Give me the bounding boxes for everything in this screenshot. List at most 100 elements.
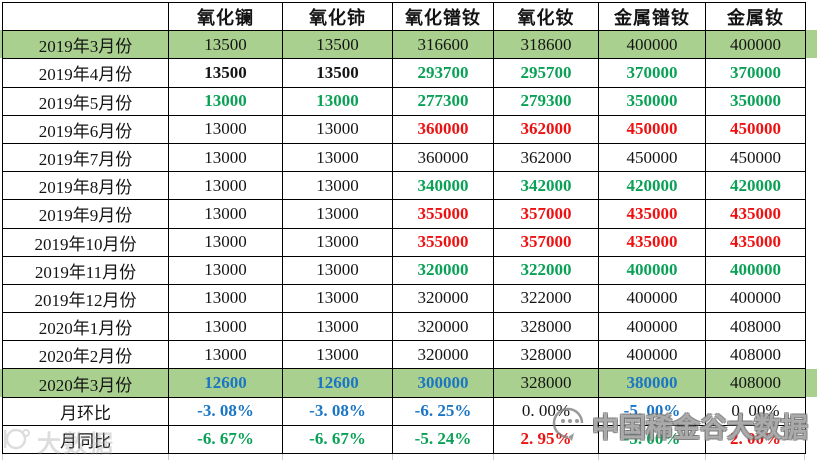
table-cell: 435000 bbox=[599, 228, 706, 257]
table-cell: 279300 bbox=[494, 87, 599, 116]
table-cell: 13500 bbox=[169, 31, 283, 60]
rare-earth-price-table: 氧化镧 氧化铈 氧化镨钕 氧化钕 金属镨钕 金属钕 2019年3月份 13500 13500 31… bbox=[2, 2, 806, 454]
table-cell: 435000 bbox=[706, 228, 806, 257]
column-header: 氧化镧 bbox=[169, 3, 283, 32]
table-cell: 13000 bbox=[283, 313, 393, 342]
table-cell: 400000 bbox=[599, 31, 706, 60]
table-cell: 13000 bbox=[283, 87, 393, 116]
table-cell: 318600 bbox=[494, 31, 599, 60]
row-label: 月环比 bbox=[3, 397, 169, 426]
table-cell: 408000 bbox=[706, 341, 806, 370]
table-cell: 316600 bbox=[393, 31, 494, 60]
row-label: 2019年12月份 bbox=[3, 284, 169, 314]
table-cell: -3. 08% bbox=[283, 397, 393, 426]
table-cell: 13000 bbox=[283, 228, 393, 257]
table-cell: 2. 95% bbox=[494, 425, 599, 454]
column-header: 氧化钕 bbox=[494, 3, 599, 32]
table-cell: 13500 bbox=[283, 59, 393, 88]
table-cell: -5. 00% bbox=[599, 425, 706, 454]
row-label: 月同比 bbox=[3, 425, 169, 454]
table-cell: 408000 bbox=[706, 313, 806, 342]
table-cell: 355000 bbox=[393, 228, 494, 257]
table-cell: 13000 bbox=[169, 115, 283, 144]
table-cell: 0. 00% bbox=[494, 397, 599, 426]
row-label: 2019年4月份 bbox=[3, 59, 169, 88]
table-cell: 13000 bbox=[169, 256, 283, 285]
column-header: 氧化铈 bbox=[283, 3, 393, 32]
column-header: 氧化镨钕 bbox=[393, 3, 494, 32]
table-cell: 13000 bbox=[283, 143, 393, 173]
table-cell: -6. 67% bbox=[169, 425, 283, 454]
table-cell: 435000 bbox=[599, 200, 706, 229]
table-cell: 13500 bbox=[169, 59, 283, 88]
table-cell: 350000 bbox=[599, 87, 706, 116]
table-cell: 13000 bbox=[169, 143, 283, 173]
table-cell: 13000 bbox=[283, 284, 393, 314]
table-cell: 357000 bbox=[494, 200, 599, 229]
row-label: 2019年9月份 bbox=[3, 200, 169, 229]
table-cell: 13000 bbox=[169, 228, 283, 257]
table-cell: 360000 bbox=[393, 115, 494, 144]
table-cell: 400000 bbox=[706, 284, 806, 314]
gridline-stub bbox=[2, 454, 3, 460]
table-cell: 293700 bbox=[393, 59, 494, 88]
table-cell: 450000 bbox=[706, 115, 806, 144]
table-cell: 362000 bbox=[494, 143, 599, 173]
table-cell: 357000 bbox=[494, 228, 599, 257]
table-cell: 13000 bbox=[283, 172, 393, 201]
table-cell: 362000 bbox=[494, 115, 599, 144]
table-cell: 13000 bbox=[283, 256, 393, 285]
table-cell: 300000 bbox=[393, 369, 494, 398]
table-cell: -6. 67% bbox=[283, 425, 393, 454]
table-cell: 320000 bbox=[393, 256, 494, 285]
table-cell: 360000 bbox=[393, 143, 494, 173]
table-cell: 320000 bbox=[393, 284, 494, 314]
table-cell: 435000 bbox=[706, 200, 806, 229]
table-cell: 13000 bbox=[169, 172, 283, 201]
table-cell: 320000 bbox=[393, 313, 494, 342]
row-label: 2019年5月份 bbox=[3, 87, 169, 116]
column-header: 金属镨钕 bbox=[599, 3, 706, 32]
table-cell: -5. 00% bbox=[599, 397, 706, 426]
row-label: 2019年3月份 bbox=[3, 31, 169, 60]
table-cell: 380000 bbox=[599, 369, 706, 398]
table-cell: 450000 bbox=[599, 115, 706, 144]
table-cell: 13000 bbox=[169, 313, 283, 342]
column-header bbox=[3, 3, 169, 32]
table-cell: 320000 bbox=[393, 341, 494, 370]
table-cell: 370000 bbox=[599, 59, 706, 88]
table-cell: 400000 bbox=[599, 341, 706, 370]
table-cell: 400000 bbox=[706, 31, 806, 60]
table-cell: 355000 bbox=[393, 200, 494, 229]
row-label: 2019年6月份 bbox=[3, 115, 169, 144]
table-cell: 295700 bbox=[494, 59, 599, 88]
table-cell: 400000 bbox=[599, 256, 706, 285]
table-cell: 13000 bbox=[283, 115, 393, 144]
table-cell: 342000 bbox=[494, 172, 599, 201]
table-cell: 12600 bbox=[169, 369, 283, 398]
table-cell: 340000 bbox=[393, 172, 494, 201]
table-cell: -5. 24% bbox=[393, 425, 494, 454]
gridline-stub bbox=[493, 454, 494, 460]
row-label: 2020年1月份 bbox=[3, 313, 169, 342]
table-cell: -6. 25% bbox=[393, 397, 494, 426]
gridline-stub bbox=[598, 454, 599, 460]
table-cell: 420000 bbox=[599, 172, 706, 201]
table-cell: 2. 00% bbox=[706, 425, 806, 454]
table-cell: 400000 bbox=[706, 256, 806, 285]
gridline-stub bbox=[392, 454, 393, 460]
row-label: 2020年2月份 bbox=[3, 341, 169, 370]
row-label: 2019年11月份 bbox=[3, 256, 169, 285]
table-cell: 13000 bbox=[283, 341, 393, 370]
table-cell: 400000 bbox=[599, 313, 706, 342]
table-cell: 328000 bbox=[494, 341, 599, 370]
gridline-stub bbox=[705, 454, 706, 460]
table-cell: 450000 bbox=[599, 143, 706, 173]
row-label: 2020年3月份 bbox=[3, 369, 169, 398]
table-cell: 13000 bbox=[169, 341, 283, 370]
table-cell: 322000 bbox=[494, 256, 599, 285]
table-cell: 450000 bbox=[706, 143, 806, 173]
table-cell: 328000 bbox=[494, 313, 599, 342]
table-cell: 13000 bbox=[169, 87, 283, 116]
